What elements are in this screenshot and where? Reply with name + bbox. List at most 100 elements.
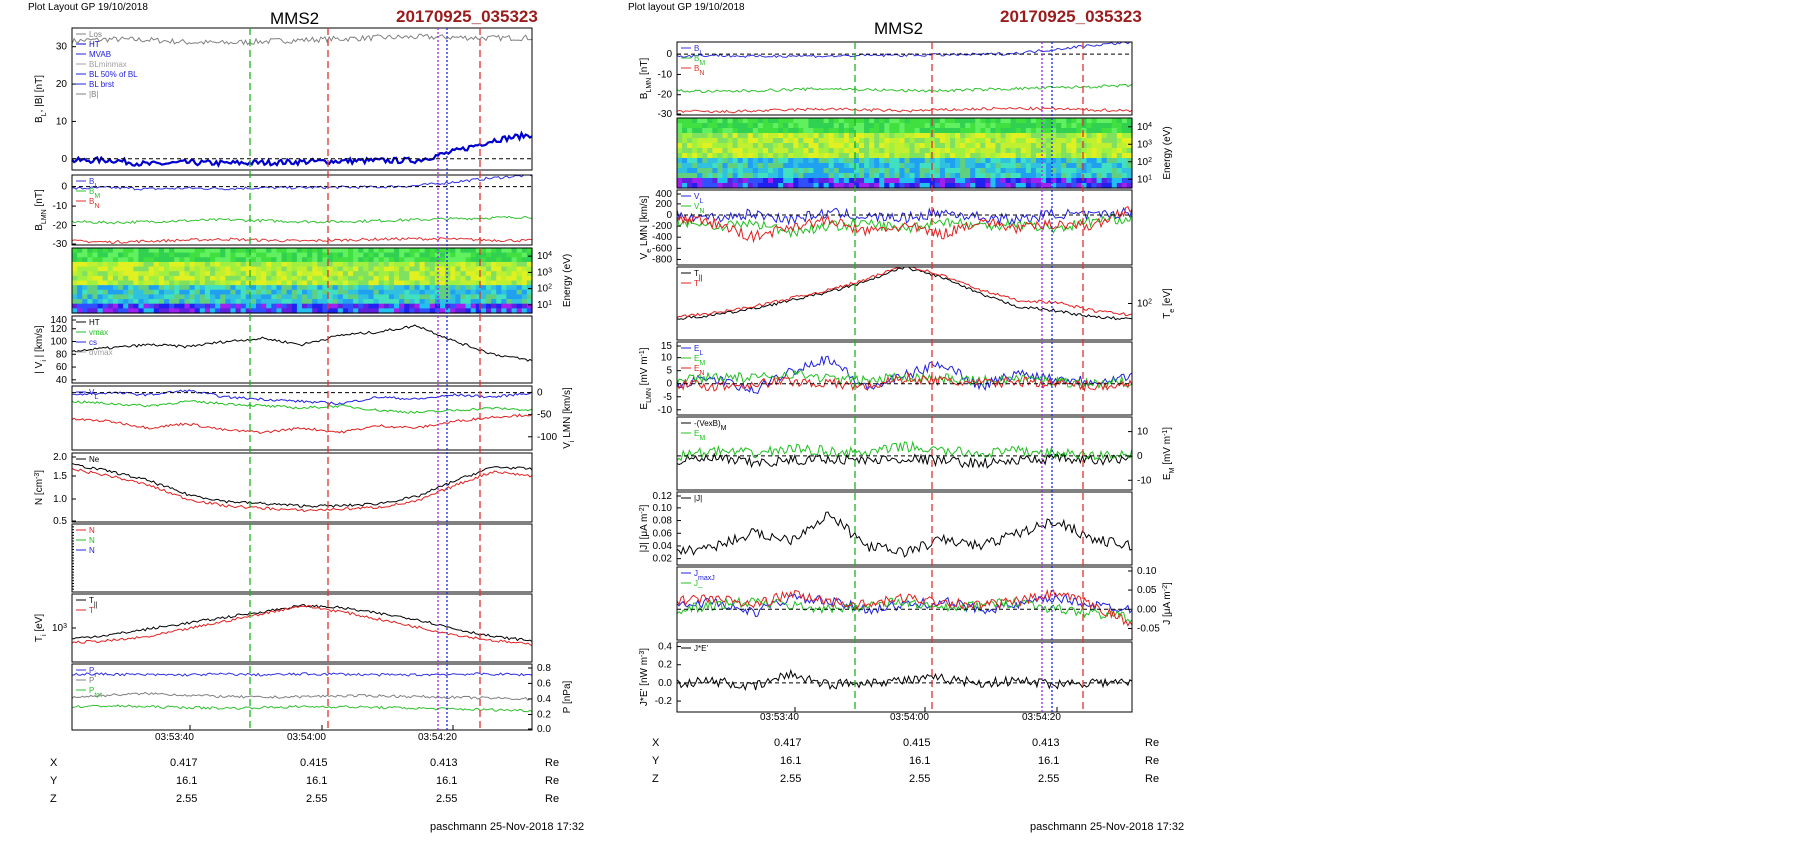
spectrogram-cell xyxy=(1106,153,1113,159)
spectrogram-cell xyxy=(924,143,931,149)
spectrogram-cell xyxy=(399,280,405,286)
spectrogram-cell xyxy=(1005,173,1012,179)
spectrogram-cell xyxy=(813,133,820,139)
spectrogram-cell xyxy=(773,163,779,169)
spectrogram-cell xyxy=(838,138,845,144)
spectrogram-cell xyxy=(1111,128,1118,134)
spectrogram-cell xyxy=(215,294,221,300)
spectrogram-cell xyxy=(1020,138,1027,144)
spectrogram-cell xyxy=(445,271,451,277)
spectrogram-cell xyxy=(722,123,729,129)
spectrogram-cell xyxy=(409,303,416,309)
spectrogram-cell xyxy=(266,266,272,272)
spectrogram-cell xyxy=(486,308,492,314)
spectrogram-cell xyxy=(307,261,313,268)
spectrogram-cell xyxy=(727,173,734,179)
spectrogram-cell xyxy=(833,128,840,134)
spectrogram-cell xyxy=(970,168,976,174)
spectrogram-cell xyxy=(153,257,160,263)
spectrogram-cell xyxy=(1071,143,1077,149)
spectrogram-cell xyxy=(77,299,83,305)
spectrogram-cell xyxy=(486,285,492,291)
spectrogram-cell xyxy=(296,303,303,309)
spectrogram-cell xyxy=(965,168,971,174)
legend-entry: T|| xyxy=(694,269,703,282)
spectrogram-cell xyxy=(373,294,380,300)
spectrogram-cell xyxy=(717,153,724,159)
spectrogram-cell xyxy=(480,308,487,314)
spectrogram-cell xyxy=(768,123,774,129)
spectrogram-cell xyxy=(864,153,870,159)
spectrogram-cell xyxy=(884,128,890,134)
spectrogram-cell xyxy=(1111,178,1118,184)
spectrogram-cell xyxy=(82,266,88,272)
spectrogram-cell xyxy=(399,285,405,291)
spectrogram-cell xyxy=(808,178,815,184)
spectrogram-cell xyxy=(1066,133,1072,139)
spectrogram-cell xyxy=(975,183,981,189)
spectrogram-cell xyxy=(1015,128,1022,134)
spectrogram-cell xyxy=(1056,128,1062,134)
spectrogram-cell xyxy=(245,303,252,309)
spectrogram-cell xyxy=(768,138,774,144)
spectrogram-cell xyxy=(383,299,390,305)
spectrogram-cell xyxy=(768,153,774,159)
spectrogram-cell xyxy=(174,257,180,263)
spectrogram-cell xyxy=(1091,138,1098,144)
spectrogram-cell xyxy=(813,173,820,179)
spectrogram-cell xyxy=(276,252,283,258)
spectrogram-cell xyxy=(158,275,165,282)
spectrogram-cell xyxy=(82,285,88,291)
spectrogram-cell xyxy=(194,252,201,258)
spectrogram-cell xyxy=(445,294,451,300)
spectrogram-cell xyxy=(990,138,997,144)
spectrogram-cell xyxy=(250,299,257,305)
spectrogram-cell xyxy=(511,289,518,296)
spectrogram-cell xyxy=(737,158,744,164)
spectrogram-cell xyxy=(215,266,221,272)
legend-entry: BM xyxy=(694,54,705,67)
spectrogram-cell xyxy=(521,257,528,263)
panel-frame xyxy=(71,663,533,731)
spectrogram-cell xyxy=(899,138,906,144)
spectrogram-cell xyxy=(143,266,150,272)
spectrogram-cell xyxy=(455,285,462,291)
spectrogram-cell xyxy=(752,168,759,174)
spectrogram-cell xyxy=(358,261,364,268)
spectrogram-cell xyxy=(332,294,339,300)
spectrogram-cell xyxy=(1121,158,1128,164)
spectrogram-cell xyxy=(682,178,688,184)
spectrogram-cell xyxy=(511,299,518,305)
spectrogram-cell xyxy=(808,138,815,144)
ephemeris-value: 2.55 xyxy=(176,793,198,805)
spectrogram-cell xyxy=(1046,138,1052,144)
spectrogram-cell xyxy=(1066,123,1072,129)
spectrogram-cell xyxy=(281,257,288,263)
spectrogram-cell xyxy=(697,123,703,129)
spectrogram-cell xyxy=(112,261,119,268)
spectrogram-cell xyxy=(677,183,683,189)
spectrogram-cell xyxy=(950,123,956,129)
spectrogram-cell xyxy=(833,153,840,159)
spectrogram-cell xyxy=(894,133,901,139)
spectrogram-cell xyxy=(803,178,810,184)
spectrogram-cell xyxy=(491,303,497,309)
spectrogram-cell xyxy=(470,271,477,277)
spectrogram-cell xyxy=(271,275,278,282)
spectrogram-cell xyxy=(204,299,211,305)
spectrogram-cell xyxy=(692,168,698,174)
spectrogram-cell xyxy=(424,266,431,272)
spectrogram-cell xyxy=(869,168,875,174)
spectrogram-cell xyxy=(465,294,472,300)
spectrogram-cell xyxy=(92,285,99,291)
y-tick-label: 10 xyxy=(1137,427,1149,438)
spectrogram-cell xyxy=(465,285,472,291)
spectrogram-cell xyxy=(179,257,186,263)
spectrogram-cell xyxy=(138,261,145,268)
spectrogram-cell xyxy=(296,252,303,258)
spectrogram-cell xyxy=(506,252,513,258)
spectrogram-cell xyxy=(853,183,860,189)
spectrogram-cell xyxy=(445,308,451,314)
spectrogram-cell xyxy=(879,138,885,144)
spectrogram-cell xyxy=(199,294,206,300)
